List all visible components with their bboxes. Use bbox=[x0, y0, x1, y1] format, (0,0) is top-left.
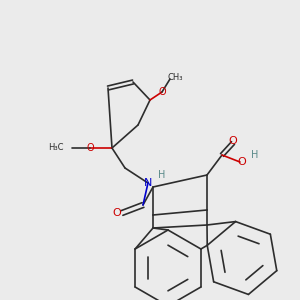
Text: H: H bbox=[158, 170, 166, 180]
Text: CH₃: CH₃ bbox=[167, 73, 183, 82]
Text: H₃C: H₃C bbox=[49, 143, 64, 152]
Text: O: O bbox=[229, 136, 237, 146]
Text: O: O bbox=[238, 157, 246, 167]
Text: H: H bbox=[251, 150, 259, 160]
Text: O: O bbox=[86, 143, 94, 153]
Text: O: O bbox=[112, 208, 122, 218]
Text: O: O bbox=[158, 87, 166, 97]
Text: N: N bbox=[144, 178, 152, 188]
